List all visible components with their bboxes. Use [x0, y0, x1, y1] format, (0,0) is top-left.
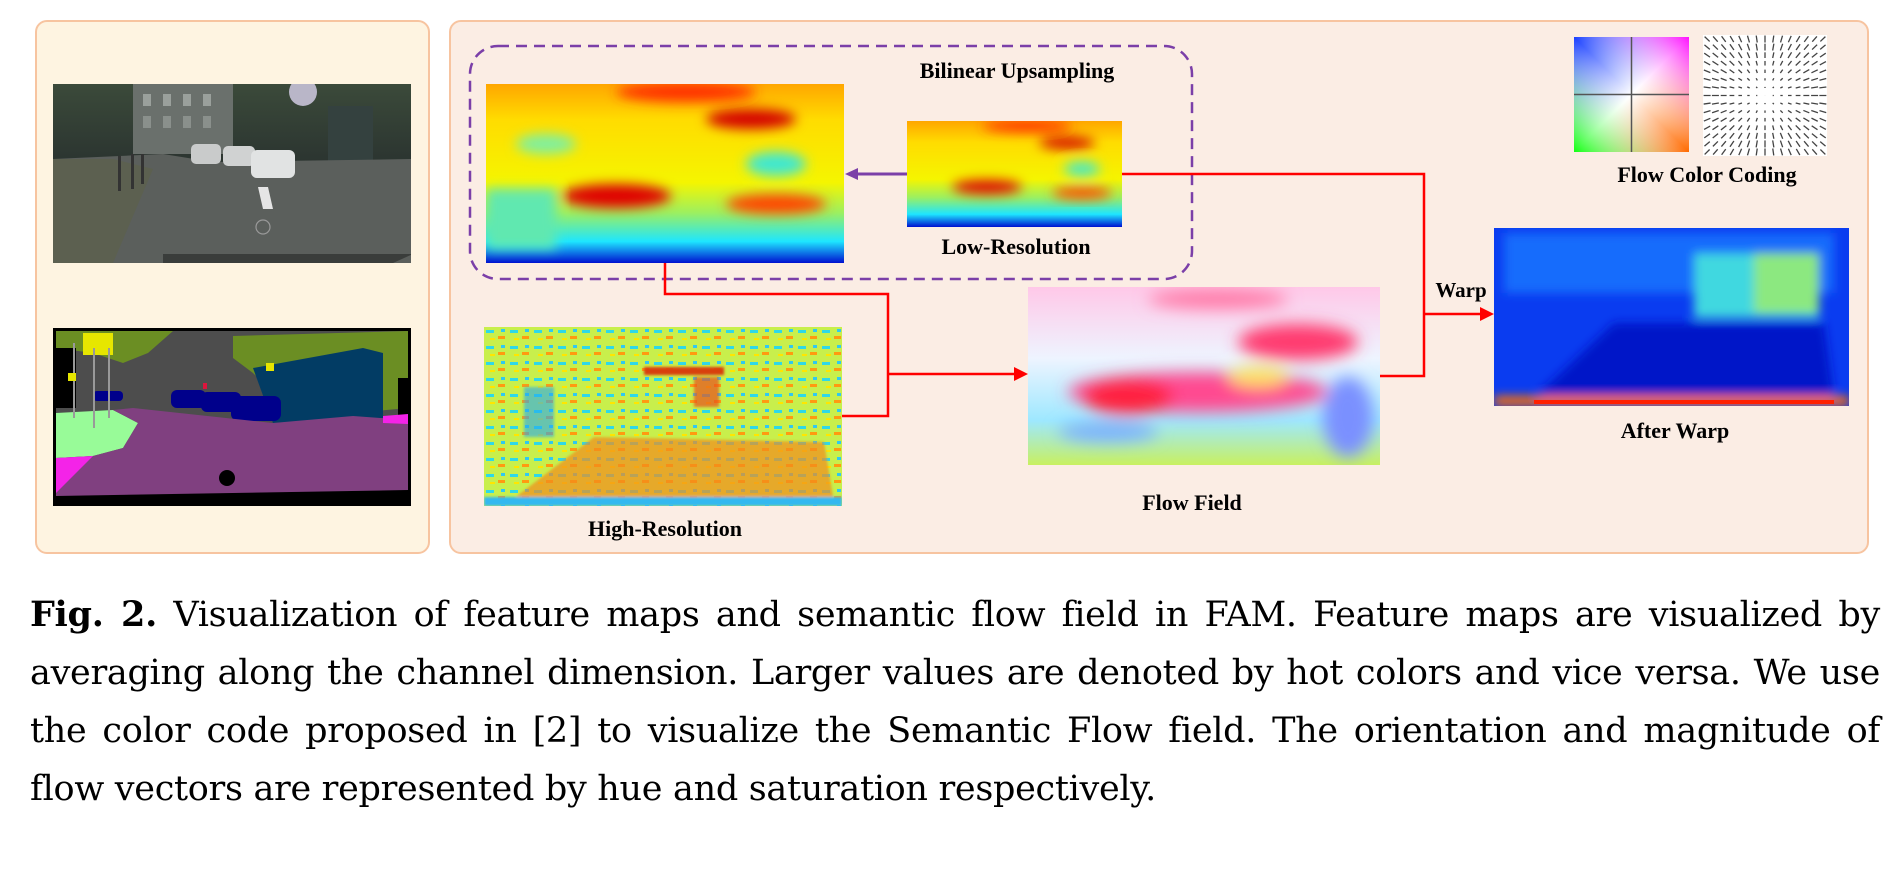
low-res-feature-map [907, 121, 1122, 227]
flow-field-label: Flow Field [1142, 490, 1242, 515]
caption-text: Visualization of feature maps and semant… [30, 595, 1880, 809]
upsampled-feature-map [486, 84, 844, 263]
flow-vector-field [1703, 35, 1827, 156]
after-warp-feature-map [1494, 228, 1849, 406]
high-res-feature-map [484, 327, 842, 506]
flow-color-coding-label: Flow Color Coding [1617, 162, 1797, 187]
after-warp-label: After Warp [1620, 418, 1730, 443]
high-resolution-label: High-Resolution [587, 516, 743, 541]
figure-caption: Fig. 2. Visualization of feature maps an… [30, 586, 1880, 818]
semantic-segmentation-map [53, 328, 411, 506]
figure-number: Fig. 2. [30, 594, 157, 635]
warp-label: Warp [1435, 278, 1487, 302]
bilinear-upsampling-label: Bilinear Upsampling [919, 58, 1115, 83]
flow-color-wheel [1574, 37, 1689, 152]
street-scene-photo [53, 84, 411, 263]
flow-field-map [1028, 287, 1380, 465]
low-resolution-label: Low-Resolution [941, 234, 1091, 259]
